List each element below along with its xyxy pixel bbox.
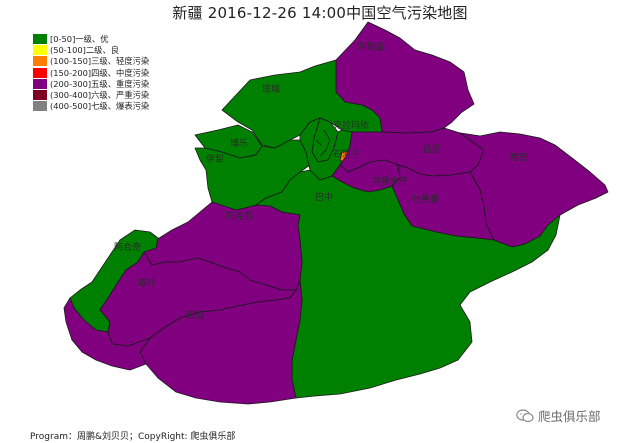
region-label: 塔城	[262, 83, 280, 95]
region-label: 巴中	[315, 191, 333, 203]
legend-label: (150-200]四级、中度污染	[50, 67, 150, 78]
region-kashgar-south[interactable]	[63, 297, 151, 371]
region-label: 昌吉	[423, 144, 441, 155]
legend-label: (50-100]二级、良	[50, 44, 120, 55]
region-label: 伊犁	[206, 153, 224, 165]
legend-item: (300-400]六级、严重污染	[33, 89, 149, 100]
footer-credits: Program：周鹏&刘贝贝；CopyRight: 爬虫俱乐部	[30, 432, 236, 442]
map-title: 新疆 2016-12-26 14:00中国空气污染地图	[172, 4, 468, 22]
legend-label: (100-150]三级、轻度污染	[50, 56, 150, 67]
legend-label: (400-500]七级、爆表污染	[50, 101, 150, 112]
region-label: 哈密	[510, 151, 528, 163]
region-label: 喀什	[138, 277, 156, 289]
boundary-line	[315, 139, 323, 147]
legend-swatch	[33, 44, 47, 55]
legend-item: [0-50]一级、优	[33, 33, 149, 44]
boundary-line	[319, 129, 331, 157]
legend-swatch	[33, 33, 47, 44]
region-hotan[interactable]	[139, 279, 303, 405]
region-label: 克拉玛依	[333, 119, 369, 131]
legend-swatch	[33, 67, 47, 78]
wechat-icon	[516, 408, 534, 422]
legend-swatch	[33, 90, 47, 101]
region-label: 和田	[186, 310, 204, 321]
region-label: 阿合奇	[114, 241, 141, 253]
region-label: 博乐	[230, 137, 248, 149]
region-label: 阿勒泰	[358, 41, 385, 53]
legend-label: (200-300]五级、重度污染	[50, 78, 150, 89]
legend-item: (100-150]三级、轻度污染	[33, 56, 149, 67]
legend-item: (400-500]七级、爆表污染	[33, 101, 149, 112]
region-label: 石河子	[333, 148, 360, 160]
legend-label: (300-400]六级、严重污染	[50, 90, 150, 101]
region-label: 阿克苏	[226, 210, 253, 222]
legend-label: [0-50]一级、优	[50, 33, 109, 44]
legend-swatch	[33, 101, 47, 112]
legend-swatch	[33, 78, 47, 89]
region-label: 乌鲁木齐	[372, 175, 408, 187]
legend: [0-50]一级、优 (50-100]二级、良 (100-150]三级、轻度污染…	[33, 33, 149, 112]
legend-swatch	[33, 56, 47, 67]
legend-item: (150-200]四级、中度污染	[33, 67, 149, 78]
legend-item: (50-100]二级、良	[33, 44, 149, 55]
watermark: 爬虫俱乐部	[516, 406, 601, 425]
legend-item: (200-300]五级、重度污染	[33, 78, 149, 89]
region-label: 吐鲁番	[412, 193, 439, 205]
watermark-text: 爬虫俱乐部	[538, 409, 601, 424]
